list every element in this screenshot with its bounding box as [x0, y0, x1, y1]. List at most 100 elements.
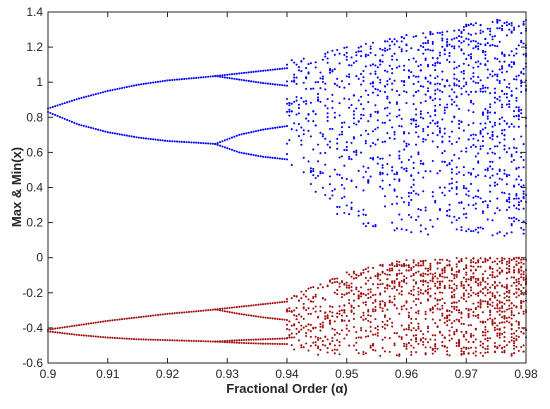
bifurcation-point: [501, 132, 504, 135]
bifurcation-point: [431, 280, 434, 283]
bifurcation-point: [183, 77, 186, 81]
bifurcation-point: [302, 302, 305, 305]
bifurcation-point: [89, 322, 93, 325]
bifurcation-point: [338, 156, 341, 159]
bifurcation-point: [319, 71, 322, 74]
bifurcation-point: [434, 64, 437, 67]
bifurcation-point: [348, 273, 351, 276]
bifurcation-point: [520, 155, 523, 158]
bifurcation-point: [336, 205, 339, 209]
bifurcation-point: [481, 278, 485, 281]
bifurcation-point: [508, 206, 511, 209]
bifurcation-point: [245, 305, 248, 308]
bifurcation-point: [328, 146, 332, 149]
bifurcation-point: [367, 335, 370, 338]
bifurcation-point: [70, 120, 73, 123]
bifurcation-point: [469, 308, 473, 311]
bifurcation-point: [458, 122, 461, 126]
bifurcation-point: [465, 264, 468, 267]
bifurcation-point: [345, 58, 348, 61]
bifurcation-point: [489, 44, 492, 47]
bifurcation-point: [216, 143, 219, 146]
bifurcation-point: [496, 303, 499, 306]
bifurcation-point: [486, 206, 489, 209]
bifurcation-point: [496, 78, 499, 82]
bifurcation-point: [450, 45, 453, 48]
bifurcation-point: [357, 120, 360, 123]
bifurcation-point: [51, 112, 54, 116]
bifurcation-point: [450, 171, 453, 174]
bifurcation-point: [467, 54, 470, 57]
bifurcation-point: [489, 184, 492, 187]
bifurcation-point: [228, 341, 231, 344]
bifurcation-point: [465, 187, 468, 190]
bifurcation-point: [460, 280, 463, 283]
bifurcation-point: [493, 341, 496, 345]
bifurcation-point: [173, 78, 176, 81]
bifurcation-point: [419, 112, 422, 116]
bifurcation-point: [285, 158, 289, 161]
bifurcation-point: [343, 86, 346, 89]
bifurcation-point: [515, 192, 518, 196]
bifurcation-point: [429, 31, 432, 35]
bifurcation-point: [247, 153, 250, 156]
bifurcation-point: [484, 108, 487, 111]
bifurcation-point: [501, 129, 504, 132]
bifurcation-point: [362, 176, 365, 179]
bifurcation-point: [319, 170, 322, 173]
bifurcation-point: [498, 336, 501, 339]
bifurcation-point: [364, 303, 367, 306]
bifurcation-point: [498, 322, 501, 325]
bifurcation-point: [154, 81, 157, 84]
bifurcation-point: [274, 301, 277, 304]
bifurcation-point: [522, 42, 525, 45]
bifurcation-point: [501, 178, 504, 181]
bifurcation-point: [426, 325, 430, 328]
bifurcation-point: [493, 124, 496, 127]
bifurcation-point: [429, 346, 432, 349]
bifurcation-point: [441, 33, 444, 36]
bifurcation-point: [415, 334, 418, 337]
bifurcation-point: [469, 346, 473, 349]
bifurcation-point: [448, 284, 451, 287]
bifurcation-point: [522, 197, 525, 200]
bifurcation-point: [446, 320, 449, 323]
bifurcation-point: [481, 342, 485, 345]
bifurcation-point: [481, 84, 485, 87]
bifurcation-point: [481, 346, 485, 349]
bifurcation-point: [135, 316, 138, 319]
bifurcation-point: [412, 285, 415, 288]
bifurcation-point: [515, 345, 518, 348]
bifurcation-point: [412, 161, 415, 164]
bifurcation-point: [173, 140, 176, 143]
bifurcation-point: [398, 157, 401, 160]
bifurcation-point: [419, 330, 422, 333]
bifurcation-point: [448, 279, 451, 282]
bifurcation-point: [505, 92, 508, 95]
bifurcation-point: [352, 110, 355, 113]
bifurcation-point: [522, 276, 525, 279]
bifurcation-point: [441, 141, 444, 144]
bifurcation-point: [515, 106, 518, 109]
bifurcation-point: [431, 307, 434, 311]
bifurcation-point: [491, 125, 494, 128]
bifurcation-point: [149, 137, 152, 141]
bifurcation-point: [450, 159, 453, 162]
bifurcation-point: [259, 129, 262, 132]
bifurcation-point: [307, 120, 310, 123]
bifurcation-point: [469, 172, 473, 175]
bifurcation-point: [307, 328, 310, 331]
bifurcation-point: [477, 316, 480, 319]
bifurcation-point: [522, 190, 525, 193]
bifurcation-point: [407, 213, 410, 216]
bifurcation-point: [434, 322, 437, 325]
bifurcation-point: [355, 288, 358, 291]
bifurcation-point: [513, 185, 516, 188]
bifurcation-point: [398, 179, 401, 182]
bifurcation-point: [505, 85, 508, 89]
bifurcation-point: [501, 269, 504, 272]
bifurcation-point: [360, 45, 363, 48]
bifurcation-point: [321, 80, 324, 83]
bifurcation-point: [450, 168, 453, 171]
bifurcation-point: [379, 283, 382, 286]
